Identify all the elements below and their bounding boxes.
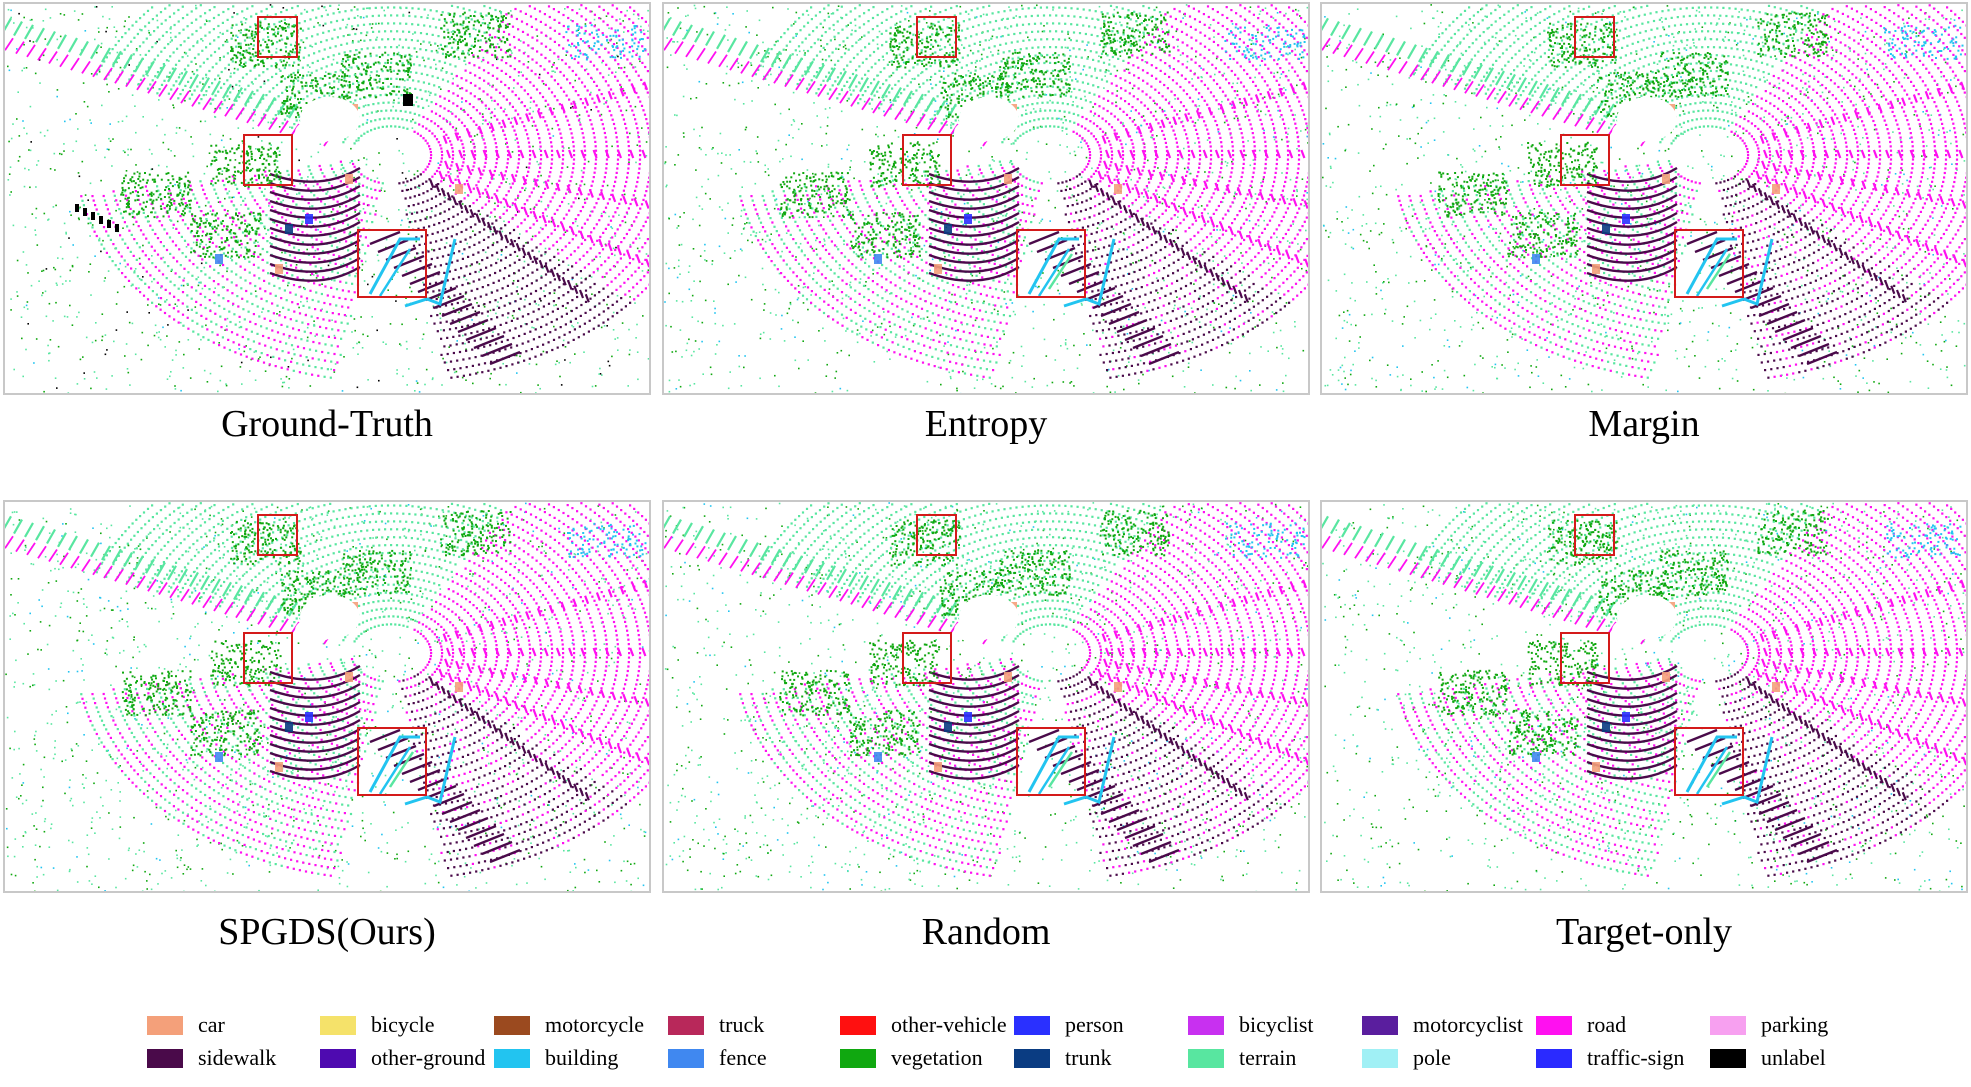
legend-item: motorcycle [494,1012,644,1038]
point-cloud-image [664,4,1308,393]
legend-item: terrain [1188,1045,1296,1071]
legend-swatch [320,1048,356,1068]
legend-item: pole [1362,1045,1451,1071]
legend-label: bicyclist [1239,1012,1314,1038]
legend-swatch [1536,1015,1572,1035]
panel-caption: Ground-Truth [3,405,651,443]
legend-swatch [840,1048,876,1068]
segmentation-panel-entropy [662,2,1310,395]
point-cloud-image [5,502,649,891]
legend-swatch [147,1048,183,1068]
highlight-box [902,134,952,186]
legend-swatch [1710,1015,1746,1035]
legend-label: other-ground [371,1045,485,1071]
panel-caption: Entropy [662,405,1310,443]
legend-label: parking [1761,1012,1828,1038]
panel-caption: Random [662,913,1310,951]
legend-swatch [1362,1015,1398,1035]
legend-item: vegetation [840,1045,983,1071]
highlight-box [1574,514,1615,556]
legend-label: pole [1413,1045,1451,1071]
legend-item: person [1014,1012,1124,1038]
legend-swatch [840,1015,876,1035]
legend-label: road [1587,1012,1626,1038]
point-cloud-image [1322,502,1966,891]
legend-item: fence [668,1045,767,1071]
highlight-box [243,134,293,186]
legend-label: truck [719,1012,764,1038]
legend-item: building [494,1045,618,1071]
legend-swatch [1710,1048,1746,1068]
legend-label: unlabel [1761,1045,1826,1071]
segmentation-panel-target [1320,500,1968,893]
highlight-box [916,514,957,556]
legend-swatch [668,1048,704,1068]
legend-swatch [320,1015,356,1035]
point-cloud-image [664,502,1308,891]
legend-swatch [1536,1048,1572,1068]
legend-item: truck [668,1012,764,1038]
legend-swatch [1188,1048,1224,1068]
highlight-box [357,727,427,796]
legend-item: bicyclist [1188,1012,1314,1038]
legend-swatch [1014,1048,1050,1068]
legend-label: traffic-sign [1587,1045,1684,1071]
highlight-box [1674,727,1744,796]
highlight-box [902,632,952,684]
legend-swatch [494,1015,530,1035]
legend-item: parking [1710,1012,1828,1038]
legend-label: other-vehicle [891,1012,1007,1038]
highlight-box [1016,229,1086,298]
highlight-box [357,229,427,298]
panel-caption: SPGDS(Ours) [3,913,651,951]
legend-item: car [147,1012,225,1038]
legend-item: bicycle [320,1012,435,1038]
segmentation-panel-margin [1320,2,1968,395]
legend-swatch [1362,1048,1398,1068]
legend-item: motorcyclist [1362,1012,1523,1038]
panel-caption: Target-only [1320,913,1968,951]
legend-label: person [1065,1012,1124,1038]
legend-label: bicycle [371,1012,435,1038]
legend-item: sidewalk [147,1045,276,1071]
legend-label: fence [719,1045,767,1071]
highlight-box [1560,134,1610,186]
panel-caption: Margin [1320,405,1968,443]
highlight-box [916,16,957,58]
legend-swatch [494,1048,530,1068]
legend-label: motorcyclist [1413,1012,1523,1038]
highlight-box [1674,229,1744,298]
highlight-box [1560,632,1610,684]
highlight-box [1574,16,1615,58]
legend-label: vegetation [891,1045,983,1071]
segmentation-panel-ours [3,500,651,893]
legend-label: motorcycle [545,1012,644,1038]
legend-item: unlabel [1710,1045,1826,1071]
segmentation-panel-gt [3,2,651,395]
legend-swatch [1014,1015,1050,1035]
highlight-box [257,16,298,58]
legend-label: terrain [1239,1045,1296,1071]
legend-label: trunk [1065,1045,1111,1071]
highlight-box [257,514,298,556]
highlight-box [1016,727,1086,796]
legend-swatch [147,1015,183,1035]
segmentation-panel-random [662,500,1310,893]
legend-label: building [545,1045,618,1071]
legend-item: other-vehicle [840,1012,1007,1038]
point-cloud-image [1322,4,1966,393]
legend-item: traffic-sign [1536,1045,1684,1071]
point-cloud-image [5,4,649,393]
legend-item: road [1536,1012,1626,1038]
legend-item: trunk [1014,1045,1111,1071]
legend-label: sidewalk [198,1045,276,1071]
legend-swatch [668,1015,704,1035]
legend-item: other-ground [320,1045,485,1071]
highlight-box [243,632,293,684]
legend-swatch [1188,1015,1224,1035]
legend-label: car [198,1012,225,1038]
